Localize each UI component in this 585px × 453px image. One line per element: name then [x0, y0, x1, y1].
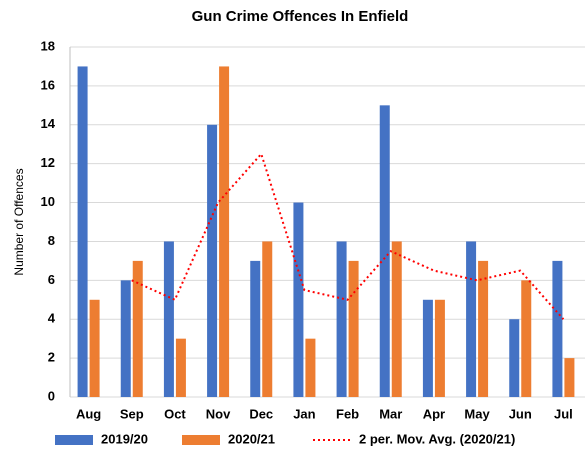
x-tick-label: Jan	[293, 406, 315, 421]
y-axis-label: Number of Offences	[12, 168, 26, 275]
bar	[391, 241, 402, 397]
bar	[379, 105, 390, 397]
bar	[120, 280, 131, 397]
bar	[250, 260, 261, 397]
x-tick-label: Sep	[120, 406, 144, 421]
legend-label: 2 per. Mov. Avg. (2020/21)	[359, 431, 515, 446]
y-tick-label: 0	[48, 388, 55, 403]
y-tick-label: 2	[48, 350, 55, 365]
x-tick-label: Feb	[336, 406, 359, 421]
x-tick-label: Jul	[554, 406, 573, 421]
bar	[509, 319, 520, 397]
bar	[163, 241, 174, 397]
x-tick-label: May	[464, 406, 490, 421]
bar	[219, 66, 230, 397]
chart-title: Gun Crime Offences In Enfield	[192, 8, 409, 25]
bar	[552, 260, 563, 397]
bar	[521, 280, 532, 397]
x-tick-label: Dec	[249, 406, 273, 421]
bar	[132, 260, 143, 397]
x-tick-label: Oct	[164, 406, 186, 421]
y-tick-label: 10	[41, 194, 55, 209]
x-tick-label: Jun	[509, 406, 532, 421]
y-tick-label: 16	[41, 77, 55, 92]
moving-average-line	[131, 151, 565, 320]
y-tick-label: 8	[48, 233, 55, 248]
bar	[305, 338, 316, 397]
bar	[478, 260, 489, 397]
x-tick-label: Aug	[76, 406, 101, 421]
x-tick-label: Nov	[206, 406, 231, 421]
bar	[175, 338, 186, 397]
bar	[434, 299, 445, 397]
y-tick-label: 14	[41, 116, 56, 131]
legend-swatch	[182, 435, 220, 445]
bar	[564, 358, 575, 397]
legend-label: 2019/20	[101, 431, 148, 446]
y-tick-label: 4	[48, 311, 56, 326]
legend-label: 2020/21	[228, 431, 275, 446]
x-tick-label: Mar	[379, 406, 402, 421]
bar	[466, 241, 477, 397]
bar	[293, 202, 304, 397]
y-tick-label: 12	[41, 155, 55, 170]
bar	[89, 299, 100, 397]
bar	[207, 124, 218, 398]
bar	[348, 260, 359, 397]
bar	[77, 66, 88, 397]
y-tick-label: 18	[41, 38, 55, 53]
bar	[336, 241, 347, 397]
y-tick-label: 6	[48, 272, 55, 287]
bar	[262, 241, 273, 397]
x-tick-label: Apr	[423, 406, 445, 421]
bar	[422, 299, 433, 397]
legend-swatch	[55, 435, 93, 445]
